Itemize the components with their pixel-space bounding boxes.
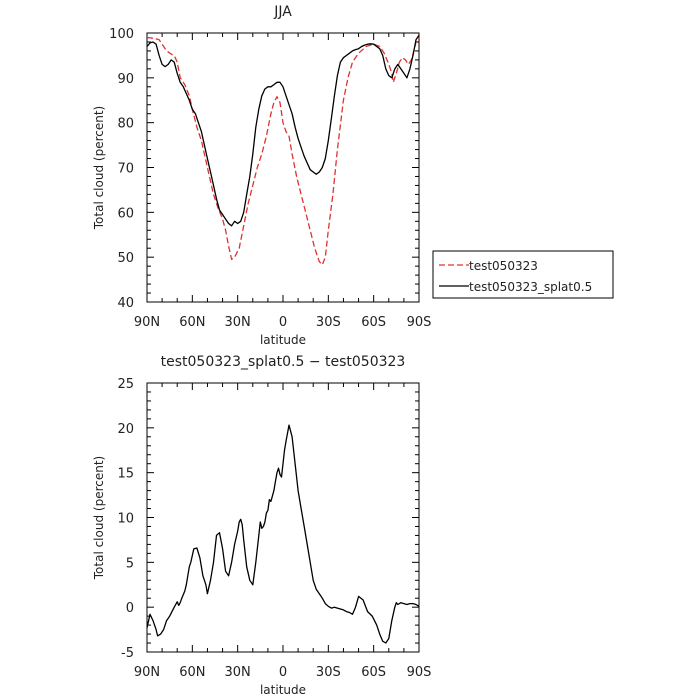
x-tick-label: 60S (361, 665, 386, 680)
x-tick-label: 60N (179, 315, 205, 330)
x-tick-label: 90S (407, 315, 432, 330)
y-tick-label: 0 (126, 601, 134, 616)
y-tick-label: 25 (117, 377, 134, 392)
y-tick-label: 80 (117, 117, 134, 132)
y-tick-label: 70 (117, 162, 134, 177)
y-tick-label: 5 (126, 556, 134, 571)
legend-label-1: test050323 (469, 259, 538, 273)
y-tick-label: 10 (117, 512, 134, 527)
chart-title: test050323_splat0.5 − test050323 (161, 354, 406, 370)
x-tick-label: 30S (316, 315, 341, 330)
series-line-1 (146, 424, 420, 644)
x-tick-label: 0 (279, 315, 287, 330)
y-tick-label: -5 (121, 646, 134, 661)
y-axis-title: Total cloud (percent) (92, 106, 106, 230)
x-axis-title: latitude (260, 683, 306, 697)
y-tick-label: 20 (117, 422, 134, 437)
plot-frame (146, 382, 420, 653)
series-line-1 (146, 36, 420, 266)
y-tick-label: 15 (117, 467, 134, 482)
y-tick-label: 60 (117, 206, 134, 221)
x-tick-label: 90N (134, 665, 160, 680)
chart-title: JJA (273, 4, 292, 20)
y-tick-label: 90 (117, 72, 134, 87)
y-tick-label: 40 (117, 296, 134, 311)
x-tick-label: 90S (407, 665, 432, 680)
x-tick-label: 0 (279, 665, 287, 680)
series-line-2 (146, 34, 420, 227)
x-tick-label: 30S (316, 665, 341, 680)
x-tick-label: 30N (225, 315, 251, 330)
x-tick-label: 90N (134, 315, 160, 330)
y-axis-title: Total cloud (percent) (92, 456, 106, 580)
x-axis-title: latitude (260, 333, 306, 347)
legend-label-2: test050323_splat0.5 (469, 280, 592, 294)
y-tick-label: 50 (117, 251, 134, 266)
chart-panel-2 (146, 382, 420, 653)
y-tick-label: 100 (109, 27, 134, 42)
x-tick-label: 60N (179, 665, 205, 680)
chart-panel-1 (146, 32, 614, 303)
plot-frame (146, 32, 420, 303)
legend-box (432, 250, 614, 299)
x-tick-label: 60S (361, 315, 386, 330)
x-tick-label: 30N (225, 665, 251, 680)
